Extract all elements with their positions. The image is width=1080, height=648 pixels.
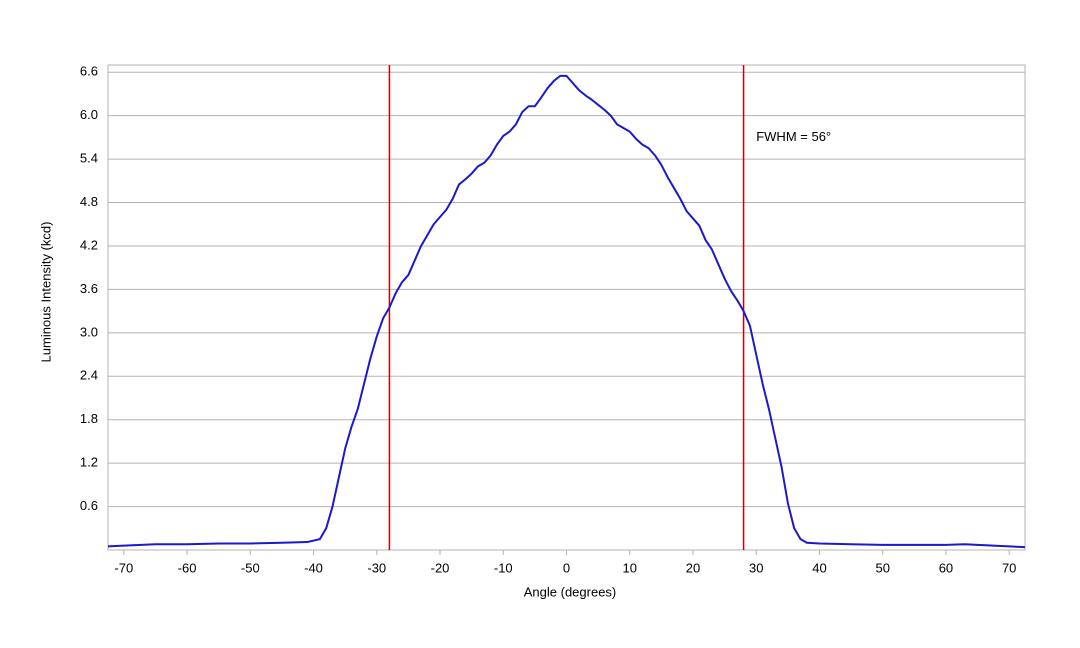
y-tick-label: 4.8 [80, 194, 98, 209]
y-tick-label: 4.2 [80, 237, 98, 252]
y-tick-label: 3.6 [80, 281, 98, 296]
x-tick-label: -60 [178, 560, 197, 575]
x-tick-label: -70 [114, 560, 133, 575]
x-tick-label: -50 [241, 560, 260, 575]
plot-frame [107, 64, 1026, 551]
x-tick-label: 50 [875, 560, 889, 575]
y-tick-label: 5.4 [80, 151, 98, 166]
x-axis-label: Angle (degrees) [524, 584, 617, 599]
x-tick-label: 70 [1002, 560, 1016, 575]
x-tick-label: -20 [431, 560, 450, 575]
x-tick-label: -30 [367, 560, 386, 575]
annotation: FWHM = 56° [756, 129, 831, 144]
y-tick-label: 3.0 [80, 324, 98, 339]
x-tick-label: 60 [939, 560, 953, 575]
y-axis-label: Luminous Intensity (kcd) [38, 222, 53, 363]
data-line [107, 74, 1026, 549]
y-tick-label: 1.8 [80, 411, 98, 426]
x-tick-label: 40 [812, 560, 826, 575]
y-tick-label: 2.4 [80, 368, 98, 383]
x-tick-label: 20 [686, 560, 700, 575]
y-tick-label: 6.6 [80, 64, 98, 79]
y-tick-label: 6.0 [80, 107, 98, 122]
x-tick-label: -10 [494, 560, 513, 575]
x-tick-label: -40 [304, 560, 323, 575]
x-tick-label: 0 [563, 560, 570, 575]
y-tick-label: 1.2 [80, 455, 98, 470]
y-tick-label: 0.6 [80, 498, 98, 513]
x-tick-label: 30 [749, 560, 763, 575]
x-tick-label: 10 [623, 560, 637, 575]
